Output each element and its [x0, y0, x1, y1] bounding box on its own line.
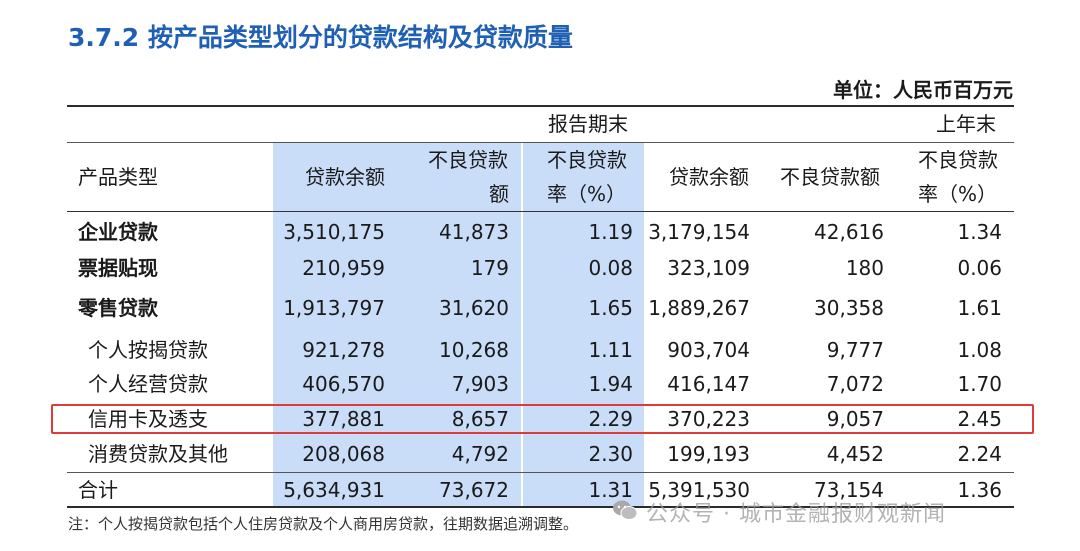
cell-prior-balance: 370,223 [667, 407, 750, 431]
footnote: 注：个人按揭贷款包括个人住房贷款及个人商用房贷款，往期数据追溯调整。 [68, 515, 579, 533]
cell-prior-rate: 1.70 [957, 372, 1002, 396]
row-label: 消费贷款及其他 [88, 442, 228, 466]
cell-prior-rate: 0.06 [957, 256, 1002, 280]
row-label: 票据贴现 [78, 256, 158, 280]
header-prior-balance: 贷款余额 [669, 165, 749, 189]
cell-current-balance: 3,510,175 [283, 220, 385, 244]
unit-label: 单位：人民币百万元 [833, 78, 1013, 102]
current-balance-npl-highlight [273, 142, 521, 506]
cell-prior-npl: 4,452 [826, 442, 884, 466]
row-label: 合计 [78, 478, 118, 502]
cell-current-rate: 1.31 [588, 478, 633, 502]
cell-prior-npl: 180 [845, 256, 884, 280]
cell-prior-npl: 7,072 [826, 372, 884, 396]
cell-prior-balance: 903,704 [667, 338, 750, 362]
header-current-npl-line1: 不良贷款 [428, 148, 508, 172]
cell-current-rate: 2.30 [588, 442, 633, 466]
row-label: 个人按揭贷款 [88, 338, 208, 362]
cell-prior-npl: 9,777 [826, 338, 884, 362]
cell-current-balance: 210,959 [302, 256, 385, 280]
cell-prior-balance: 199,193 [667, 442, 750, 466]
cell-prior-balance: 5,391,530 [648, 478, 750, 502]
group-header-rule [67, 142, 1014, 143]
cell-prior-npl: 30,358 [814, 296, 884, 320]
watermark-text: 公众号 · 城市金融报财观新闻 [646, 502, 946, 527]
row-label: 信用卡及透支 [88, 407, 208, 431]
cell-current-npl: 31,620 [439, 296, 509, 320]
cell-prior-npl: 9,057 [826, 407, 884, 431]
section-title: 3.7.2 按产品类型划分的贷款结构及贷款质量 [68, 23, 573, 52]
group-header-prior: 上年末 [936, 112, 996, 136]
row-label: 零售贷款 [78, 296, 158, 320]
cell-prior-npl: 42,616 [814, 220, 884, 244]
header-current-balance: 贷款余额 [305, 165, 385, 189]
cell-prior-rate: 1.08 [957, 338, 1002, 362]
cell-prior-balance: 323,109 [667, 256, 750, 280]
cell-current-rate: 1.94 [588, 372, 633, 396]
table-bottom-rule [67, 506, 1014, 508]
row-label: 个人经营贷款 [88, 372, 208, 396]
header-bottom-rule [67, 211, 1014, 212]
cell-prior-rate: 1.36 [957, 478, 1002, 502]
cell-current-npl: 4,792 [451, 442, 509, 466]
cell-current-npl: 7,903 [451, 372, 509, 396]
cell-prior-balance: 3,179,154 [648, 220, 750, 244]
cell-prior-rate: 1.34 [957, 220, 1002, 244]
cell-current-balance: 921,278 [302, 338, 385, 362]
cell-prior-npl: 73,154 [814, 478, 884, 502]
header-prior-rate-line2: 率（%） [918, 182, 998, 206]
table-top-rule [67, 105, 1014, 107]
cell-current-rate: 1.19 [588, 220, 633, 244]
current-rate-highlight [523, 142, 644, 506]
cell-current-rate: 0.08 [588, 256, 633, 280]
cell-current-balance: 208,068 [302, 442, 385, 466]
group-header-current: 报告期末 [548, 112, 628, 136]
header-current-rate-line1: 不良贷款 [547, 148, 627, 172]
cell-current-npl: 8,657 [451, 407, 509, 431]
cell-current-rate: 1.11 [588, 338, 633, 362]
header-current-npl-line2: 额 [489, 182, 509, 206]
cell-prior-rate: 2.24 [957, 442, 1002, 466]
header-prior-npl: 不良贷款额 [780, 165, 880, 189]
wechat-icon [613, 500, 638, 520]
cell-prior-balance: 1,889,267 [648, 296, 750, 320]
cell-prior-rate: 2.45 [957, 407, 1002, 431]
cell-current-balance: 5,634,931 [283, 478, 385, 502]
cell-prior-rate: 1.61 [957, 296, 1002, 320]
row-label: 企业贷款 [78, 220, 158, 244]
header-current-rate-line2: 率（%） [547, 182, 627, 206]
credit-card-row-highlight [51, 404, 1034, 434]
cell-current-rate: 2.29 [588, 407, 633, 431]
cell-current-rate: 1.65 [588, 296, 633, 320]
cell-current-balance: 1,913,797 [283, 296, 385, 320]
cell-current-npl: 73,672 [439, 478, 509, 502]
cell-prior-balance: 416,147 [667, 372, 750, 396]
header-product-type: 产品类型 [78, 165, 158, 189]
watermark: 公众号 · 城市金融报财观新闻 [612, 496, 946, 528]
total-top-rule [67, 472, 1014, 473]
cell-current-balance: 377,881 [302, 407, 385, 431]
header-prior-rate-line1: 不良贷款 [918, 148, 998, 172]
cell-current-npl: 10,268 [439, 338, 509, 362]
cell-current-npl: 179 [470, 256, 509, 280]
cell-current-npl: 41,873 [439, 220, 509, 244]
cell-current-balance: 406,570 [302, 372, 385, 396]
